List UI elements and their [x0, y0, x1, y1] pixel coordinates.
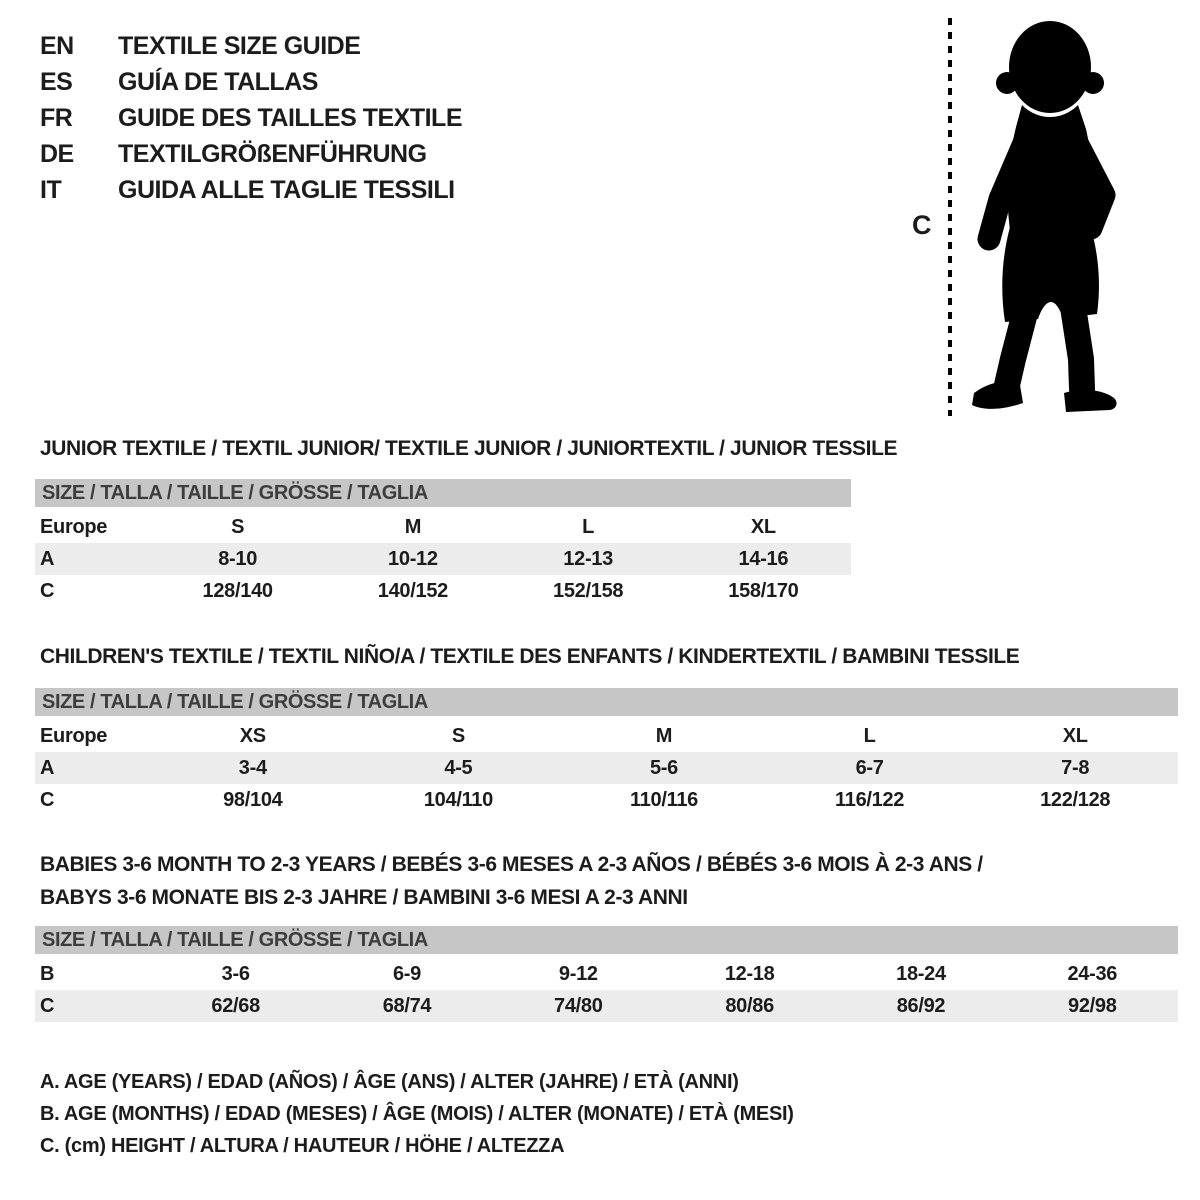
age-cell: 18-24 — [896, 962, 946, 985]
height-measure-dashed-line — [948, 18, 952, 416]
table-row: A 8-10 10-12 12-13 14-16 — [35, 543, 851, 575]
age-cell: 12-13 — [563, 547, 613, 570]
guide-title-en: TEXTILE SIZE GUIDE — [118, 32, 361, 60]
height-cell: 74/80 — [554, 994, 603, 1017]
babies-heading-line-1: BABIES 3-6 MONTH TO 2-3 YEARS / BEBÉS 3-… — [40, 853, 983, 876]
size-cell: XL — [750, 515, 776, 538]
height-cell: 116/122 — [835, 788, 905, 811]
table-row: C 62/68 68/74 74/80 80/86 86/92 92/98 — [35, 990, 1178, 1022]
height-cell: 122/128 — [1040, 788, 1111, 811]
age-cell: 10-12 — [388, 547, 438, 570]
row-label: Europe — [40, 515, 108, 538]
row-label: C — [40, 579, 55, 602]
babies-section-heading: BABIES 3-6 MONTH TO 2-3 YEARS / BEBÉS 3-… — [40, 848, 983, 914]
height-cell: 110/116 — [629, 788, 698, 811]
height-cell: 62/68 — [211, 994, 260, 1017]
age-cell: 5-6 — [649, 756, 678, 779]
height-cell: 80/86 — [725, 994, 774, 1017]
table-row: A 3-4 4-5 5-6 6-7 7-8 — [35, 752, 1178, 784]
junior-size-bar: SIZE / TALLA / TAILLE / GRÖSSE / TAGLIA — [35, 479, 851, 507]
row-label: C — [40, 994, 55, 1017]
size-cell: L — [582, 515, 595, 538]
height-cell: 128/140 — [202, 579, 274, 602]
size-cell: S — [451, 724, 465, 747]
row-label: A — [40, 756, 55, 779]
height-cell: 104/110 — [423, 788, 493, 811]
guide-title-fr: GUIDE DES TAILLES TEXTILE — [118, 104, 463, 132]
children-size-table: SIZE / TALLA / TAILLE / GRÖSSE / TAGLIA … — [35, 688, 1178, 816]
age-cell: 24-36 — [1067, 962, 1118, 985]
legend-age-months: B. AGE (MONTHS) / EDAD (MESES) / ÂGE (MO… — [40, 1103, 794, 1125]
language-code: ES — [40, 68, 73, 96]
size-cell: S — [231, 515, 245, 538]
size-cell: L — [863, 724, 876, 747]
height-cell: 158/170 — [728, 579, 799, 602]
language-code: DE — [40, 140, 74, 168]
language-title-list: EN TEXTILE SIZE GUIDE ES GUÍA DE TALLAS … — [40, 28, 463, 208]
guide-title-de: TEXTILGRÖßENFÜHRUNG — [118, 140, 427, 168]
age-cell: 9-12 — [558, 962, 598, 985]
table-row: C 98/104 104/110 110/116 116/122 122/128 — [35, 784, 1178, 816]
language-row-it: IT GUIDA ALLE TAGLIE TESSILI — [40, 172, 462, 208]
babies-heading-line-2: BABYS 3-6 MONATE BIS 2-3 JAHRE / BAMBINI… — [40, 886, 688, 909]
height-cell: 140/152 — [377, 579, 449, 602]
height-cell: 152/158 — [553, 579, 624, 602]
age-cell: 8-10 — [218, 547, 258, 570]
language-row-es: ES GUÍA DE TALLAS — [40, 64, 462, 100]
guide-title-es: GUÍA DE TALLAS — [118, 68, 318, 96]
legend-age-years: A. AGE (YEARS) / EDAD (AÑOS) / ÂGE (ANS)… — [40, 1071, 739, 1093]
size-cell: M — [655, 724, 673, 747]
table-row: Europe S M L XL — [35, 511, 851, 543]
height-cell: 98/104 — [223, 788, 283, 811]
age-cell: 3-6 — [221, 962, 250, 985]
language-row-de: DE TEXTILGRÖßENFÜHRUNG — [40, 136, 462, 172]
language-code: IT — [40, 176, 62, 204]
height-cell: 86/92 — [896, 994, 946, 1017]
language-code: EN — [40, 32, 74, 60]
junior-section-heading: JUNIOR TEXTILE / TEXTIL JUNIOR/ TEXTILE … — [40, 437, 898, 460]
row-label: B — [40, 962, 55, 985]
age-cell: 4-5 — [444, 756, 473, 779]
age-cell: 12-18 — [724, 962, 775, 985]
junior-size-table: SIZE / TALLA / TAILLE / GRÖSSE / TAGLIA … — [35, 479, 851, 607]
language-row-fr: FR GUIDE DES TAILLES TEXTILE — [40, 100, 463, 136]
table-row: B 3-6 6-9 9-12 12-18 18-24 24-36 — [35, 958, 1178, 990]
age-cell: 3-4 — [238, 756, 267, 779]
height-cell: 92/98 — [1068, 994, 1117, 1017]
measurement-legend: A. AGE (YEARS) / EDAD (AÑOS) / ÂGE (ANS)… — [40, 1066, 794, 1162]
babies-size-table: SIZE / TALLA / TAILLE / GRÖSSE / TAGLIA … — [35, 926, 1178, 1022]
age-cell: 7-8 — [1061, 756, 1090, 779]
height-cell: 68/74 — [382, 994, 432, 1017]
age-cell: 14-16 — [738, 547, 789, 570]
guide-title-it: GUIDA ALLE TAGLIE TESSILI — [118, 176, 455, 204]
height-figure: C — [890, 0, 1170, 430]
language-code: FR — [40, 104, 73, 132]
age-cell: 6-7 — [855, 756, 884, 779]
babies-size-bar: SIZE / TALLA / TAILLE / GRÖSSE / TAGLIA — [35, 926, 1178, 954]
children-size-bar: SIZE / TALLA / TAILLE / GRÖSSE / TAGLIA — [35, 688, 1178, 716]
row-label: Europe — [40, 724, 108, 747]
legend-height-cm: C. (cm) HEIGHT / ALTURA / HAUTEUR / HÖHE… — [40, 1135, 565, 1157]
size-cell: XL — [1062, 724, 1088, 747]
language-row-en: EN TEXTILE SIZE GUIDE — [40, 28, 462, 64]
toddler-silhouette-icon — [972, 21, 1117, 412]
age-cell: 6-9 — [392, 962, 421, 985]
height-measure-label: C — [912, 210, 932, 240]
table-row: C 128/140 140/152 152/158 158/170 — [35, 575, 851, 607]
table-row: Europe XS S M L XL — [35, 720, 1178, 752]
size-cell: XS — [239, 724, 266, 747]
size-cell: M — [404, 515, 422, 538]
children-section-heading: CHILDREN'S TEXTILE / TEXTIL NIÑO/A / TEX… — [40, 645, 1020, 668]
row-label: C — [40, 788, 55, 811]
row-label: A — [40, 547, 55, 570]
